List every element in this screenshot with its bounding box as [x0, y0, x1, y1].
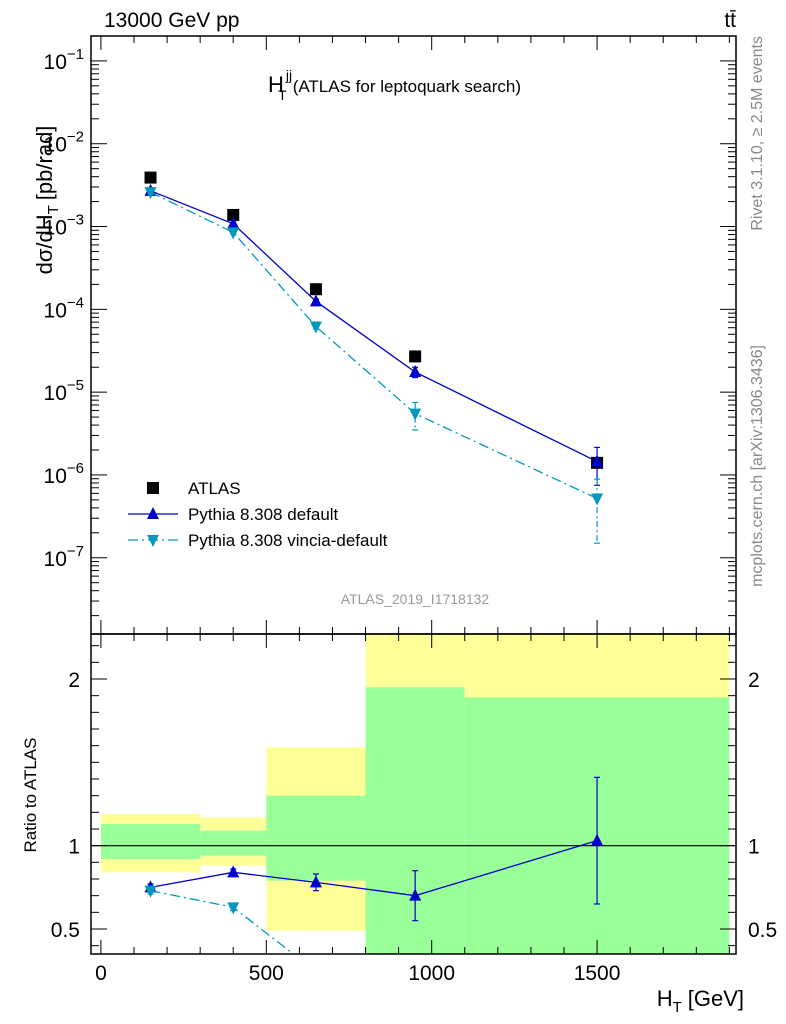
y-axis-title: dσ/dHT[pb/rad] — [32, 126, 62, 275]
stat-band-2 — [266, 795, 366, 881]
series-0-point-1 — [227, 208, 240, 221]
series-2-point-0 — [144, 187, 157, 200]
y-tick-label-2: 10−3 — [44, 212, 84, 240]
y-tick-label-0: 10−1 — [44, 46, 84, 74]
series-2-ratio-point-1 — [227, 902, 240, 915]
x-tick-label-3: 1500 — [574, 962, 621, 985]
series-0-point-3 — [409, 350, 422, 363]
side-text-mcplots: mcplots.cern.ch [arXiv:1306.3436] — [749, 345, 766, 587]
series-1-line — [150, 190, 598, 463]
x-axis-title: HT [GeV] — [657, 986, 744, 1016]
ratio-y-axis-title: Ratio to ATLAS — [21, 738, 40, 853]
legend: ATLAS Pythia 8.308 default Pythia 8.308 vi… — [128, 479, 388, 550]
stat-band-1 — [200, 830, 267, 856]
series-1-ratio-point-4 — [591, 833, 604, 846]
series-2-ratio-point-0 — [144, 885, 157, 898]
legend-marker-2 — [147, 535, 159, 547]
series-1-ratio-point-1 — [227, 865, 240, 878]
ratio-bands — [91, 634, 736, 954]
ratio-tick-label-left-0: 0.5 — [51, 919, 80, 942]
x-tick-label-2: 1000 — [408, 962, 455, 985]
series-2 — [144, 187, 604, 953]
legend-label-1: Pythia 8.308 default — [188, 505, 339, 524]
ratio-tick-label-right-2: 2 — [748, 669, 760, 692]
header-left: 13000 GeV pp — [104, 9, 239, 32]
legend-label-0: ATLAS — [188, 479, 241, 498]
series-0-point-0 — [144, 171, 157, 184]
y-tick-label-5: 10−6 — [44, 460, 84, 488]
title-sup: jj — [285, 67, 292, 83]
header-right: tt̄ — [724, 9, 736, 32]
series-1-point-1 — [227, 216, 240, 229]
legend-marker-0 — [147, 482, 159, 494]
side-text-rivet: Rivet 3.1.10, ≥ 2.5M events — [749, 36, 766, 231]
series-0-point-2 — [309, 283, 322, 296]
y-tick-label-1: 10−2 — [44, 129, 84, 157]
y-tick-label-4: 10−5 — [44, 377, 84, 405]
series-1-point-2 — [309, 294, 322, 307]
series-1-ratio-point-3 — [409, 888, 422, 901]
legend-label-2: Pythia 8.308 vincia-default — [188, 531, 388, 550]
x-tick-label-0: 0 — [95, 962, 107, 985]
ratio-tick-label-right-1: 1 — [748, 836, 760, 859]
legend-marker-1 — [147, 507, 159, 519]
y-tick-label-3: 10−4 — [44, 294, 84, 322]
series-2-line — [150, 191, 598, 500]
ratio-tick-label-right-0: 0.5 — [748, 919, 777, 942]
y-tick-label-6: 10−7 — [44, 543, 84, 571]
series-1-point-4 — [591, 454, 604, 467]
series-2-point-1 — [227, 227, 240, 240]
axis-ticks: 0 500 1000 1500 10−1 10−2 10−3 10−4 10−5 10−6 10−7… — [44, 35, 777, 985]
ratio-tick-label-left-1: 1 — [68, 836, 80, 859]
title-sub: T — [278, 87, 287, 103]
data-series — [144, 171, 604, 953]
series-2-point-3 — [409, 408, 422, 421]
series-2-point-4 — [591, 493, 604, 506]
series-1-ratio-point-2 — [309, 875, 322, 888]
x-tick-label-1: 500 — [249, 962, 284, 985]
analysis-id: ATLAS_2019_I1718132 — [341, 591, 490, 607]
ratio-frame — [90, 633, 737, 955]
ratio-tick-label-left-2: 2 — [68, 669, 80, 692]
series-1-point-3 — [409, 365, 422, 378]
stat-band-0 — [100, 824, 201, 859]
series-2-point-2 — [309, 321, 322, 334]
